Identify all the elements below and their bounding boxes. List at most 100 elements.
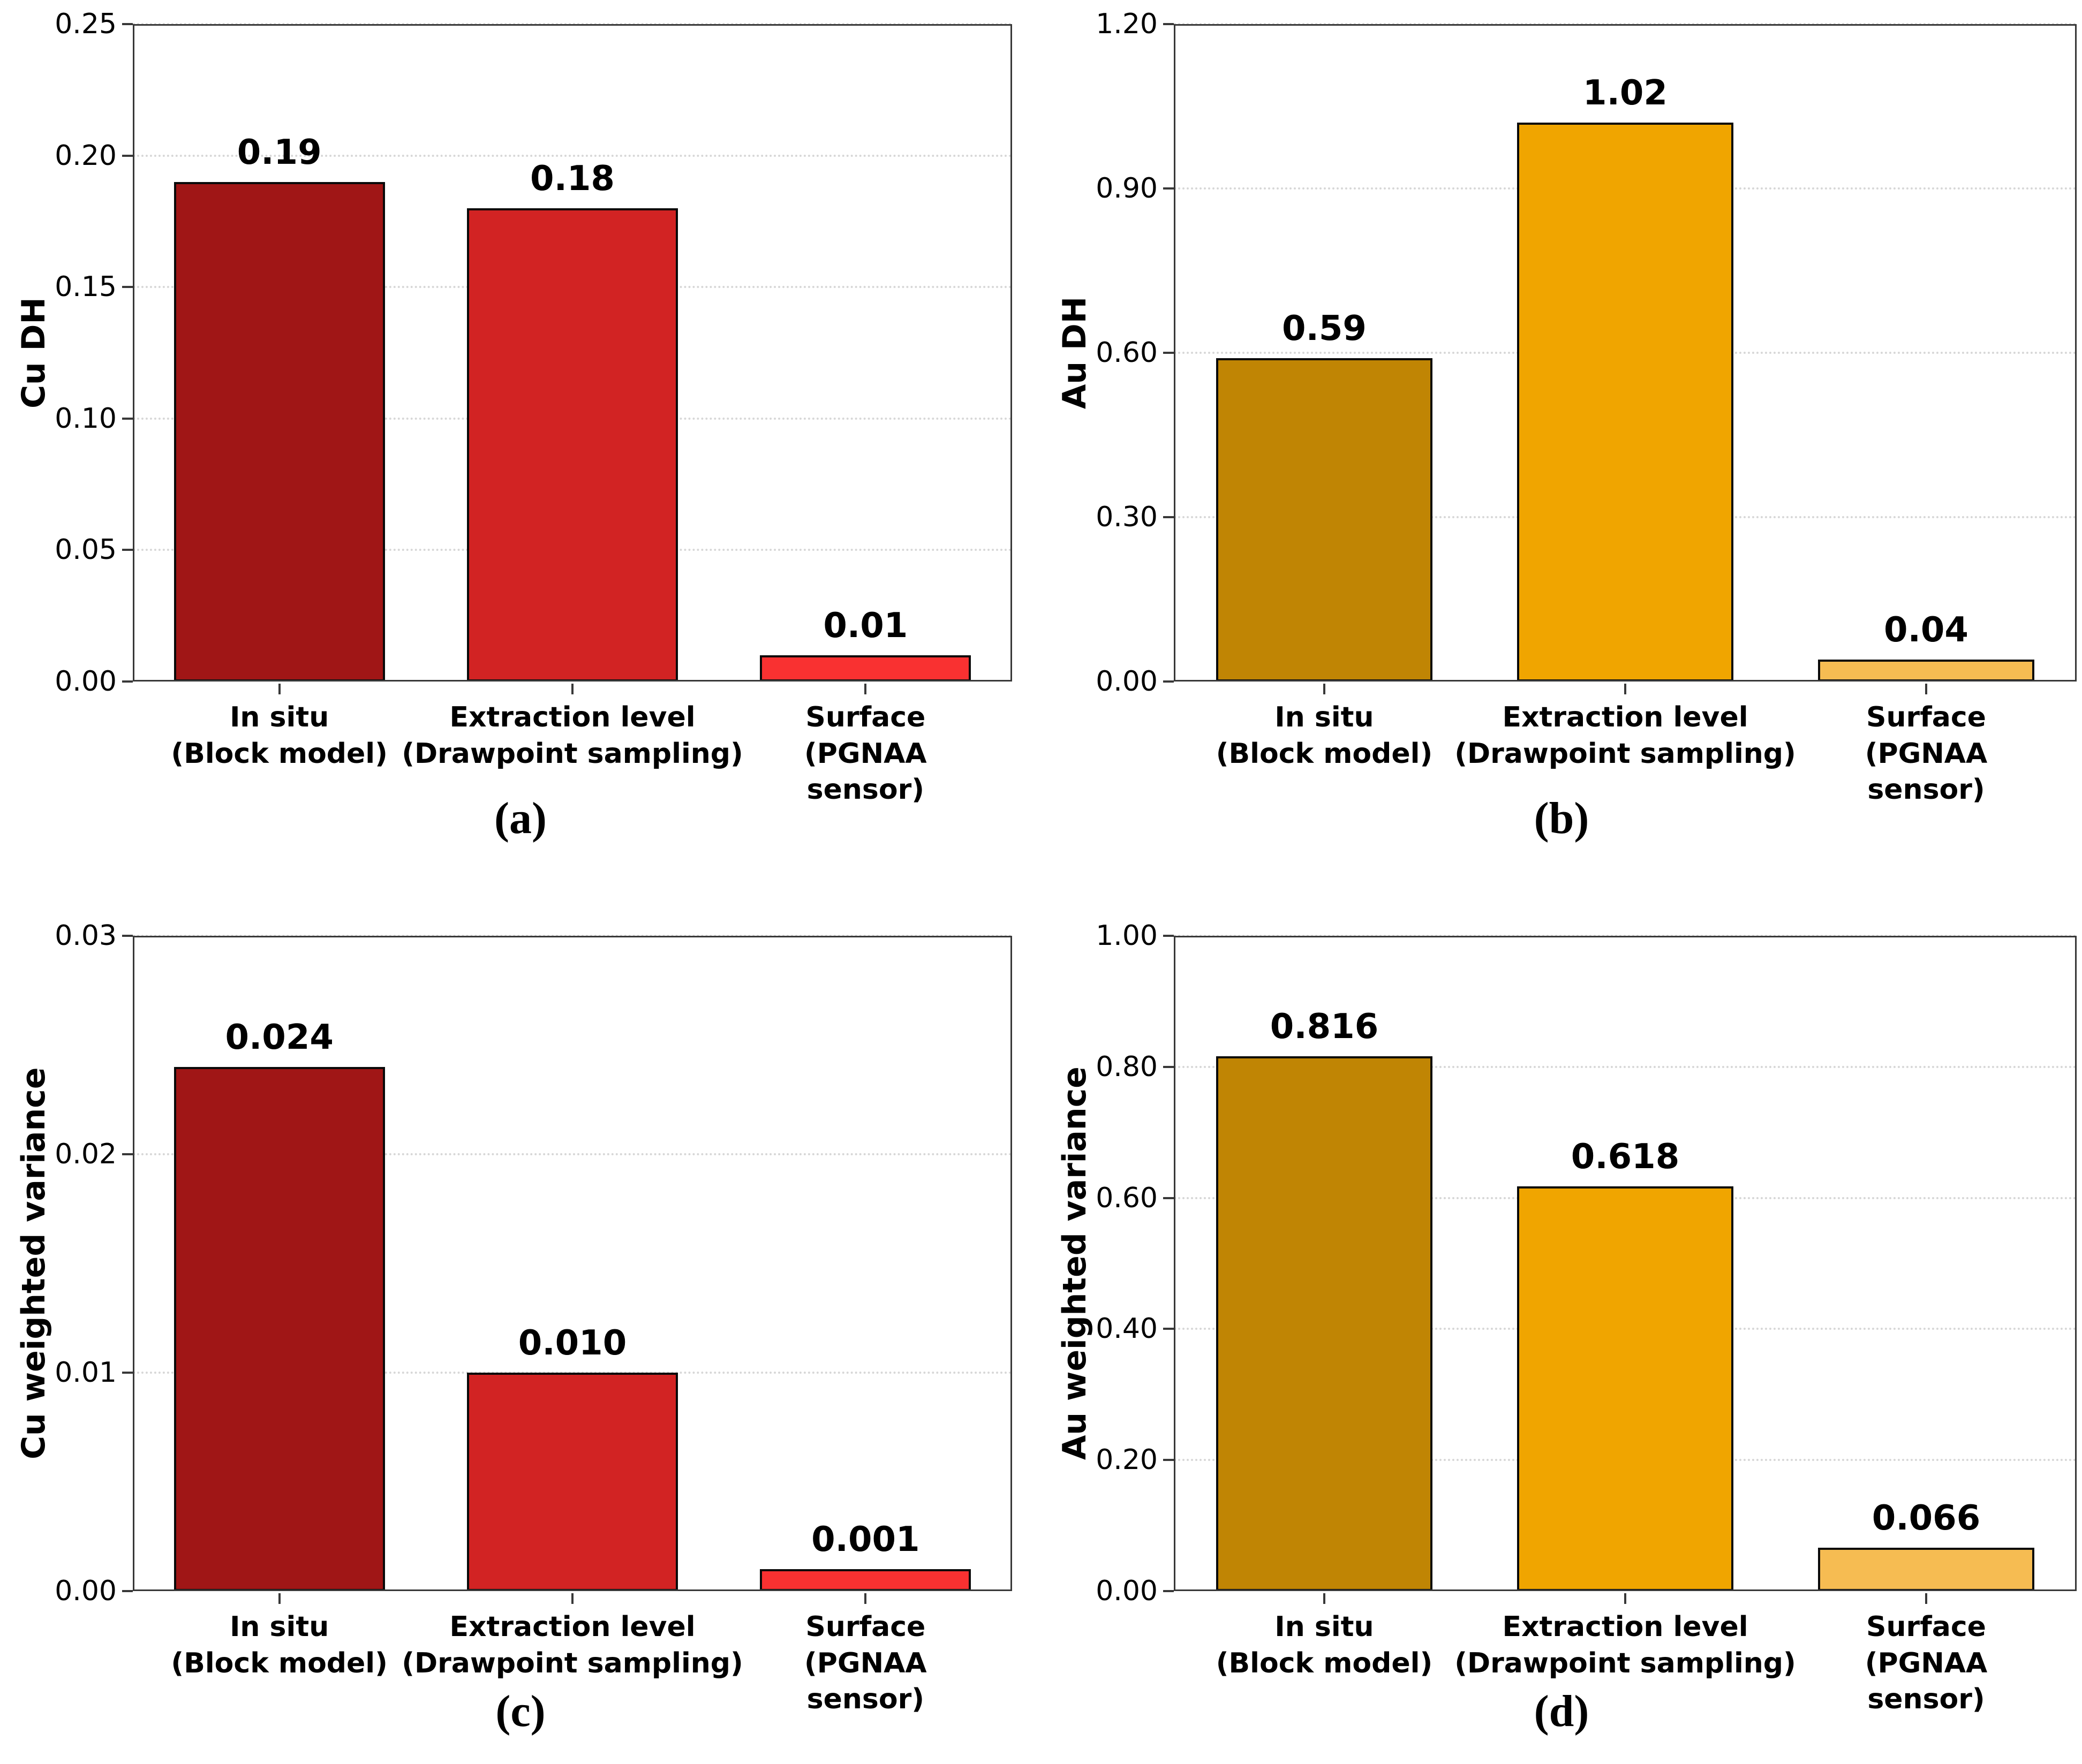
y-axis-tick <box>1163 516 1174 518</box>
x-axis-tick <box>1624 1593 1626 1604</box>
bar-c-3 <box>760 1569 971 1591</box>
y-tick-label: 0.05 <box>55 534 117 566</box>
y-axis-tick <box>122 417 133 420</box>
x-axis-tick <box>278 684 281 694</box>
y-axis-tick <box>1163 1197 1174 1199</box>
x-category-label: In situ (Block model) <box>1216 701 1433 770</box>
x-axis-tick <box>1323 1593 1325 1604</box>
y-gridline <box>133 23 1012 25</box>
y-tick-label: 0.03 <box>55 920 117 952</box>
x-category-label: Surface (PGNAA sensor) <box>804 1611 927 1716</box>
y-tick-label: 0.40 <box>1096 1313 1158 1345</box>
y-axis-tick <box>1163 680 1174 683</box>
bar-value-label: 0.18 <box>530 158 615 199</box>
y-axis-tick <box>1163 1459 1174 1462</box>
bar-value-label: 0.59 <box>1282 309 1367 349</box>
bar-b-3 <box>1817 660 2035 682</box>
x-axis-tick <box>571 1593 574 1604</box>
x-axis-tick <box>571 684 574 694</box>
bar-value-label: 0.066 <box>1872 1498 1981 1539</box>
y-axis-tick <box>122 1372 133 1374</box>
chart-d: Au weighted variance (d) 0.00 0.20 0.40 0.6… <box>1041 878 2082 1764</box>
x-axis-tick <box>1925 1593 1927 1604</box>
bar-value-label: 0.010 <box>518 1323 627 1363</box>
bar-d-2 <box>1517 1186 1734 1591</box>
y-axis-label: Cu weighted variance <box>15 1067 52 1460</box>
x-category-label: Extraction level (Drawpoint sampling) <box>1454 1611 1796 1679</box>
y-tick-label: 0.25 <box>55 8 117 40</box>
y-axis-tick <box>122 23 133 25</box>
bar-value-label: 0.816 <box>1270 1007 1379 1047</box>
bar-a-2 <box>466 208 678 682</box>
chart-c: Cu weighted variance (c) 0.00 0.01 0.02 0.0… <box>0 878 1041 1764</box>
bar-d-1 <box>1216 1056 1433 1591</box>
y-axis-label: Au weighted variance <box>1056 1066 1093 1460</box>
subplot-caption-c: (c) <box>495 1686 546 1736</box>
bar-value-label: 0.01 <box>823 605 908 646</box>
chart-a: Cu DH (a) 0.00 0.05 0.10 0.15 0.20 0.25 0.19 In… <box>0 0 1041 878</box>
bar-c-2 <box>466 1373 678 1591</box>
x-axis-tick <box>1925 684 1927 694</box>
x-category-label: Surface (PGNAA sensor) <box>1865 1611 1988 1716</box>
y-tick-label: 0.00 <box>1096 665 1158 698</box>
y-axis-tick <box>1163 23 1174 25</box>
y-axis-tick <box>122 154 133 157</box>
bar-c-1 <box>174 1066 385 1591</box>
y-gridline <box>1174 935 2077 937</box>
bar-value-label: 0.001 <box>811 1520 920 1560</box>
y-tick-label: 1.20 <box>1096 8 1158 40</box>
bar-d-3 <box>1817 1548 2035 1591</box>
y-axis-tick <box>122 1590 133 1592</box>
y-tick-label: 0.60 <box>1096 1182 1158 1214</box>
y-axis-label: Cu DH <box>15 297 52 408</box>
x-axis-tick <box>278 1593 281 1604</box>
bar-value-label: 0.19 <box>237 132 322 172</box>
x-axis-tick <box>1624 684 1626 694</box>
y-tick-label: 1.00 <box>1096 920 1158 952</box>
x-category-label: In situ (Block model) <box>171 1611 388 1679</box>
y-axis-tick <box>1163 1328 1174 1330</box>
y-tick-label: 0.30 <box>1096 501 1158 533</box>
y-gridline <box>1174 23 2077 25</box>
y-axis-tick <box>122 1153 133 1155</box>
y-tick-label: 0.90 <box>1096 172 1158 205</box>
y-axis-tick <box>122 286 133 289</box>
y-gridline <box>133 1153 1012 1155</box>
y-tick-label: 0.60 <box>1096 337 1158 369</box>
x-category-label: Extraction level (Drawpoint sampling) <box>402 701 743 770</box>
y-axis-tick <box>1163 1590 1174 1592</box>
y-tick-label: 0.20 <box>55 139 117 172</box>
y-axis-tick <box>122 549 133 551</box>
subplot-caption-d: (d) <box>1534 1686 1589 1736</box>
y-axis-tick <box>1163 187 1174 190</box>
x-category-label: Surface (PGNAA sensor) <box>804 701 927 806</box>
y-gridline <box>1174 1065 2077 1068</box>
y-axis-tick <box>1163 935 1174 937</box>
y-tick-label: 0.80 <box>1096 1050 1158 1083</box>
bar-a-3 <box>760 655 971 682</box>
x-category-label: In situ (Block model) <box>1216 1611 1433 1679</box>
x-category-label: Extraction level (Drawpoint sampling) <box>402 1611 743 1679</box>
x-category-label: Extraction level (Drawpoint sampling) <box>1454 701 1796 770</box>
y-tick-label: 0.10 <box>55 402 117 435</box>
bar-value-label: 0.024 <box>225 1017 334 1057</box>
y-axis-tick <box>1163 352 1174 354</box>
bar-a-1 <box>174 181 385 682</box>
x-axis-tick <box>864 684 867 694</box>
y-axis-tick <box>122 680 133 683</box>
y-tick-label: 0.20 <box>1096 1444 1158 1477</box>
bar-value-label: 1.02 <box>1583 73 1668 113</box>
y-tick-label: 0.02 <box>55 1138 117 1170</box>
subplot-caption-b: (b) <box>1534 793 1589 843</box>
y-tick-label: 0.00 <box>55 1575 117 1607</box>
y-tick-label: 0.00 <box>1096 1575 1158 1607</box>
y-tick-label: 0.15 <box>55 271 117 304</box>
subplot-caption-a: (a) <box>494 793 547 843</box>
x-axis-tick <box>864 1593 867 1604</box>
bar-b-2 <box>1517 123 1734 682</box>
bar-value-label: 0.618 <box>1571 1137 1680 1177</box>
x-category-label: Surface (PGNAA sensor) <box>1865 701 1988 806</box>
y-axis-tick <box>1163 1065 1174 1068</box>
y-gridline <box>133 935 1012 937</box>
